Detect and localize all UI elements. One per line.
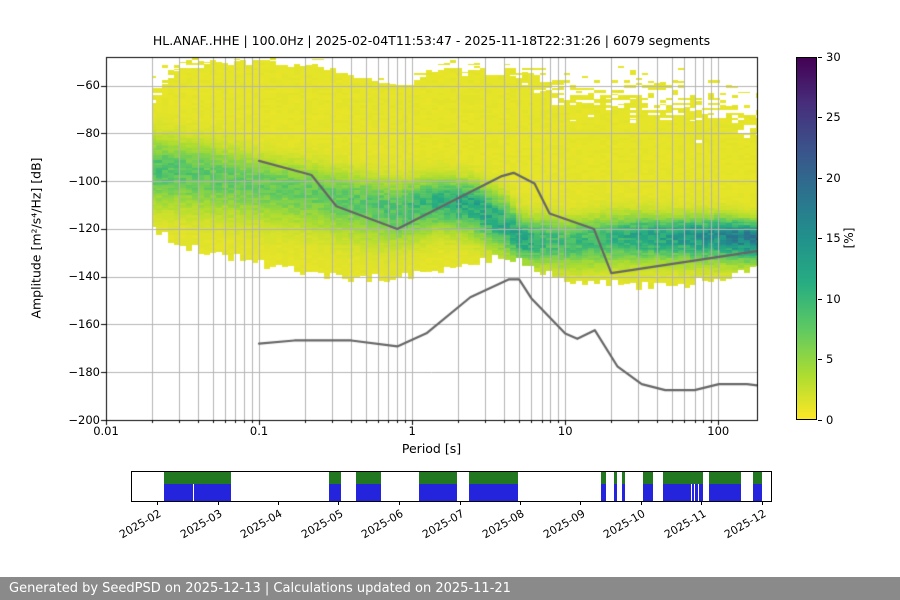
timeline-tick <box>762 501 763 505</box>
timeline-blue-gap <box>193 484 195 501</box>
colorbar-tick-label: 20 <box>826 170 841 185</box>
timeline-segment-blue <box>621 484 625 501</box>
timeline-tick <box>217 501 219 505</box>
timeline-segment-blue <box>663 484 703 501</box>
colorbar-tick-label: 5 <box>826 352 834 366</box>
timeline-tick <box>701 501 703 505</box>
timeline-segment-green <box>356 472 382 485</box>
timeline-tick <box>640 501 642 505</box>
timeline-segment-blue <box>356 484 382 501</box>
colorbar-tick-label: 30 <box>826 49 841 64</box>
x-tick-label: 0.01 <box>93 424 119 438</box>
timeline-tick <box>580 501 582 505</box>
timeline-tick <box>278 501 280 505</box>
timeline-segment-green <box>643 472 653 485</box>
timeline-segment-blue <box>164 484 231 501</box>
y-tick-label: −120 <box>68 221 100 236</box>
colorbar-tick-label: 15 <box>826 231 841 245</box>
timeline-segment-blue <box>752 484 762 501</box>
timeline-tick <box>398 501 400 505</box>
colorbar-tick <box>818 238 822 239</box>
timeline-tick <box>338 501 340 505</box>
y-tick-label: −200 <box>68 412 100 427</box>
timeline-tick <box>520 501 522 505</box>
timeline-segment-blue <box>613 484 617 501</box>
timeline-segment-blue <box>643 484 653 501</box>
timeline-segment-green <box>329 472 341 485</box>
timeline-segment-green <box>613 472 617 485</box>
timeline-segment-green <box>469 472 518 485</box>
colorbar-unit-label: [%] <box>842 227 856 249</box>
colorbar-tick <box>818 117 822 118</box>
timeline-segment-green <box>621 472 625 485</box>
x-tick-label: 100 <box>707 424 730 438</box>
colorbar-tick <box>818 419 822 421</box>
x-axis-label: Period [s] <box>401 441 462 456</box>
y-tick-label: −180 <box>68 364 100 379</box>
timeline-segment-blue <box>709 484 742 501</box>
y-tick-label: −80 <box>75 125 100 140</box>
timeline-segment-green <box>752 472 762 485</box>
timeline-segment-blue <box>601 484 606 501</box>
timeline-tick <box>459 501 461 505</box>
y-tick-label: −140 <box>68 269 100 284</box>
footer-bar: Generated by SeedPSD on 2025-12-13 | Cal… <box>0 577 900 600</box>
colorbar-tick-label: 10 <box>826 291 841 306</box>
x-tick-label: 0.1 <box>249 424 269 438</box>
colorbar-tick-label: 0 <box>826 412 834 427</box>
colorbar-tick <box>818 298 822 300</box>
timeline-segment-blue <box>469 484 518 501</box>
colorbar-tick <box>818 56 822 58</box>
timeline-segment-blue <box>329 484 341 501</box>
timeline-blue-gap <box>694 484 695 501</box>
timeline-segment-green <box>663 472 703 485</box>
colorbar-tick <box>818 177 822 179</box>
timeline-blue-gap <box>698 484 700 501</box>
colorbar-gradient <box>796 57 817 420</box>
footer-text: Generated by SeedPSD on 2025-12-13 | Cal… <box>9 581 511 596</box>
timeline-segment-blue <box>418 484 457 501</box>
colorbar-tick <box>818 359 822 360</box>
y-tick-label: −160 <box>68 316 100 331</box>
timeline-segment-green <box>709 472 742 485</box>
timeline-blue-gap <box>690 484 692 501</box>
y-tick-label: −60 <box>75 78 100 93</box>
x-tick-label: 1 <box>408 424 416 438</box>
plot-title: HL.ANAF..HHE | 100.0Hz | 2025-02-04T11:5… <box>152 33 711 48</box>
timeline-segment-green <box>601 472 606 485</box>
x-tick-label: 10 <box>557 424 573 438</box>
timeline-segment-green <box>164 472 231 485</box>
timeline-panel <box>131 471 772 502</box>
y-tick-label: −100 <box>68 173 100 188</box>
timeline-tick <box>157 501 158 505</box>
colorbar-tick-label: 25 <box>826 110 841 124</box>
timeline-segment-green <box>418 472 457 485</box>
